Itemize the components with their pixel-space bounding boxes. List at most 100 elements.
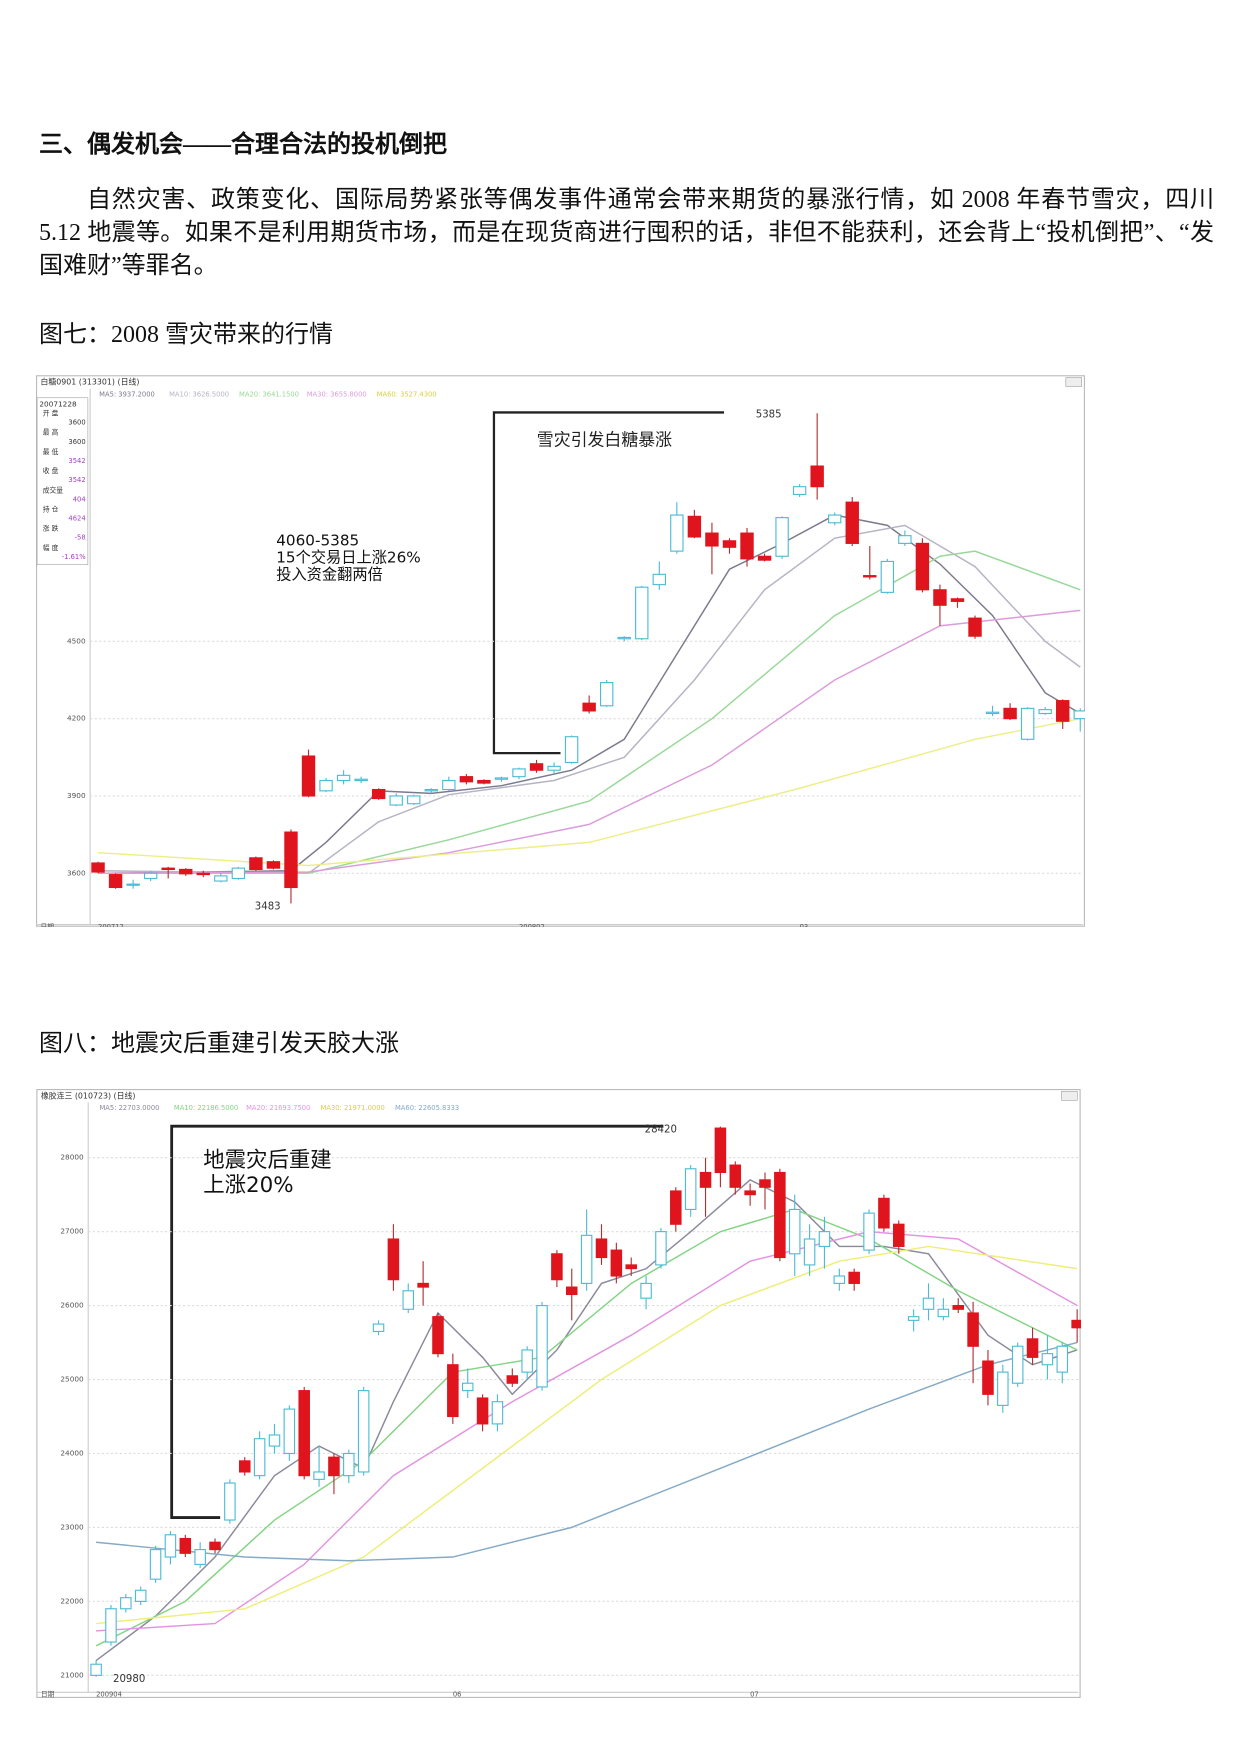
bracket — [492, 411, 725, 755]
info-value: -58 — [75, 534, 86, 542]
legend-entry: MA5: 22703.0000 — [99, 1104, 159, 1112]
candle-body — [253, 1438, 266, 1477]
info-label: 幅 度 — [43, 543, 59, 552]
x-tick-label: 06 — [453, 1691, 462, 1698]
candle-body — [336, 774, 351, 782]
x-tick-label: 200802 — [519, 923, 545, 927]
candle-body — [687, 515, 702, 538]
annotation: 投入资金翻两倍 — [276, 565, 383, 583]
candle-body — [635, 586, 649, 640]
candle-body — [757, 555, 772, 561]
candle-body — [828, 514, 842, 524]
candle-body — [432, 1316, 444, 1355]
candle-body — [985, 711, 1000, 715]
candle-body — [1041, 1353, 1054, 1366]
chart: 白糖0901 (313301) (日线) MA5: 3937.2000 MA10: … — [36, 375, 1085, 927]
candle-body — [610, 1249, 623, 1277]
candle-body — [266, 861, 281, 869]
candle-body — [878, 1197, 890, 1229]
candle-body — [933, 589, 947, 606]
candle-body — [389, 795, 403, 806]
candle-body — [196, 872, 210, 876]
x-tick-label: 07 — [750, 1691, 759, 1698]
chart-title: 橡胶连三 (010723) (日线) — [41, 1090, 136, 1100]
ma-line — [98, 514, 1081, 875]
candle-body — [231, 867, 246, 880]
candle-body — [372, 1323, 385, 1333]
candle-body — [759, 1179, 771, 1188]
x-axis-label: 日期 — [41, 923, 55, 927]
candle-body — [1020, 707, 1035, 740]
candle-body — [301, 755, 316, 797]
candle-body — [284, 831, 298, 889]
candle-body — [803, 1238, 816, 1266]
candle-body — [551, 1253, 563, 1281]
candle-body — [922, 1297, 935, 1310]
candle-body — [775, 517, 789, 557]
annotation: 15个交易日上涨26% — [276, 548, 421, 566]
y-tick-label: 22000 — [60, 1596, 84, 1605]
ma-line — [96, 1230, 1078, 1632]
caption: 图七：2008 雪灾带来的行情 — [39, 322, 333, 348]
candle-body — [447, 1364, 459, 1418]
candle-body — [461, 1382, 474, 1392]
annotation: 28420 — [645, 1125, 677, 1136]
candle-body — [774, 1171, 786, 1259]
candle-body — [529, 763, 544, 771]
candle-body — [880, 560, 895, 593]
chart-title: 白糖0901 (313301) (日线) — [41, 376, 140, 386]
candle-body — [714, 1127, 727, 1174]
candle-body — [729, 1164, 742, 1188]
x-tick-label: 200712 — [98, 923, 124, 927]
candle-body — [402, 1290, 415, 1310]
candle-body — [357, 1390, 370, 1473]
legend-entry: MA10: 22186.5000 — [174, 1104, 238, 1112]
legend-entry: MA20: 21693.7500 — [246, 1104, 310, 1112]
y-tick-label: 21000 — [60, 1670, 84, 1679]
paragraph: 自然灾害、政策变化、国际局势紧张等偶发事件通常会带来期货的暴涨行情，如 2008… — [39, 187, 1214, 279]
candle-body — [580, 1234, 593, 1284]
window-button — [1061, 1090, 1078, 1101]
candle-body — [476, 1397, 489, 1425]
candle-body — [214, 875, 228, 882]
legend-entry: MA5: 3937.2000 — [99, 390, 155, 398]
x-tick-label: 200904 — [96, 1691, 122, 1698]
candle-body — [134, 1589, 147, 1602]
bracket — [170, 1124, 664, 1519]
candle-body — [108, 874, 123, 889]
y-tick-label: 26000 — [60, 1301, 84, 1310]
info-label: 涨 跌 — [43, 524, 59, 533]
candle-body — [238, 1460, 251, 1473]
candle-body — [595, 1238, 608, 1259]
ma-line — [95, 1208, 1078, 1647]
candle-body — [328, 1456, 340, 1477]
candle-body — [417, 1282, 429, 1288]
candle-body — [699, 1171, 712, 1188]
y-tick-label: 24000 — [60, 1448, 84, 1457]
candle-body — [670, 514, 684, 552]
candle-body — [863, 575, 877, 578]
info-value: 3600 — [68, 419, 85, 427]
candle-body — [810, 465, 824, 488]
candle-body — [494, 777, 509, 780]
ma-line — [98, 609, 1081, 875]
candle-body — [1073, 710, 1085, 720]
annotation: 上涨20% — [203, 1173, 293, 1198]
legend-entry: MA30: 3655.8000 — [307, 390, 367, 398]
candle-body — [744, 1190, 756, 1196]
candle-body — [997, 1371, 1009, 1406]
candle-body — [343, 1452, 355, 1477]
candle-body — [491, 1401, 504, 1425]
candle-body — [950, 598, 965, 602]
legend-entry: MA60: 3527.4300 — [377, 390, 437, 398]
candle-body — [915, 542, 930, 591]
candle-body — [547, 765, 561, 771]
info-panel — [36, 397, 89, 565]
candle-body — [179, 1537, 192, 1554]
candle-body — [161, 867, 175, 871]
legend-entry: MA10: 3626.5000 — [169, 390, 229, 398]
candle-body — [459, 776, 474, 783]
y-tick-label: 28000 — [60, 1153, 84, 1162]
candle-body — [670, 1190, 682, 1225]
